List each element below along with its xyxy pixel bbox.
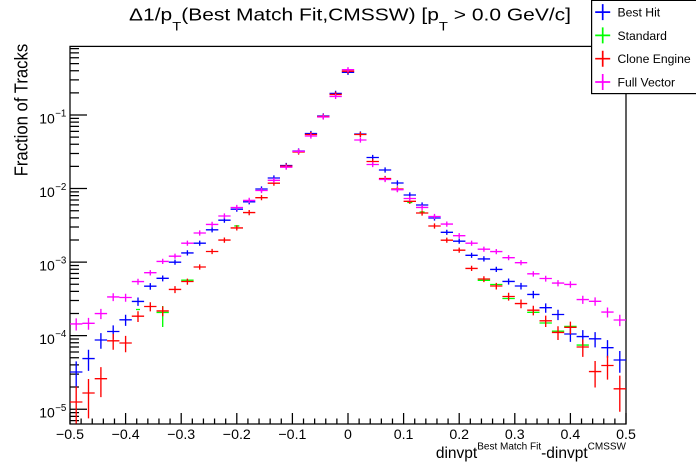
svg-text:Best Hit: Best Hit xyxy=(618,6,661,20)
svg-text:Fraction of Tracks: Fraction of Tracks xyxy=(11,44,31,177)
svg-text:0.4: 0.4 xyxy=(561,427,581,443)
svg-text:0.5: 0.5 xyxy=(616,427,636,443)
svg-text:−0.3: −0.3 xyxy=(167,427,195,443)
svg-text:0.3: 0.3 xyxy=(505,427,525,443)
svg-text:−0.2: −0.2 xyxy=(223,427,251,443)
svg-text:0.1: 0.1 xyxy=(394,427,414,443)
svg-text:−1: −1 xyxy=(55,109,66,120)
svg-text:10: 10 xyxy=(39,405,55,421)
svg-text:0.2: 0.2 xyxy=(449,427,469,443)
svg-text:−0.5: −0.5 xyxy=(56,427,84,443)
svg-text:10: 10 xyxy=(39,331,55,347)
svg-text:10: 10 xyxy=(39,258,55,274)
svg-text:10: 10 xyxy=(39,111,55,127)
svg-text:0: 0 xyxy=(344,427,352,443)
svg-text:Full Vector: Full Vector xyxy=(618,75,676,89)
svg-text:−3: −3 xyxy=(55,256,67,267)
svg-text:Standard: Standard xyxy=(618,29,667,43)
svg-text:−0.1: −0.1 xyxy=(278,427,306,443)
svg-text:−5: −5 xyxy=(55,403,67,414)
svg-text:10: 10 xyxy=(39,184,55,200)
svg-text:−4: −4 xyxy=(55,329,67,340)
svg-text:Clone Engine: Clone Engine xyxy=(618,52,691,66)
svg-text:−2: −2 xyxy=(55,182,66,193)
svg-text:−0.4: −0.4 xyxy=(112,427,140,443)
